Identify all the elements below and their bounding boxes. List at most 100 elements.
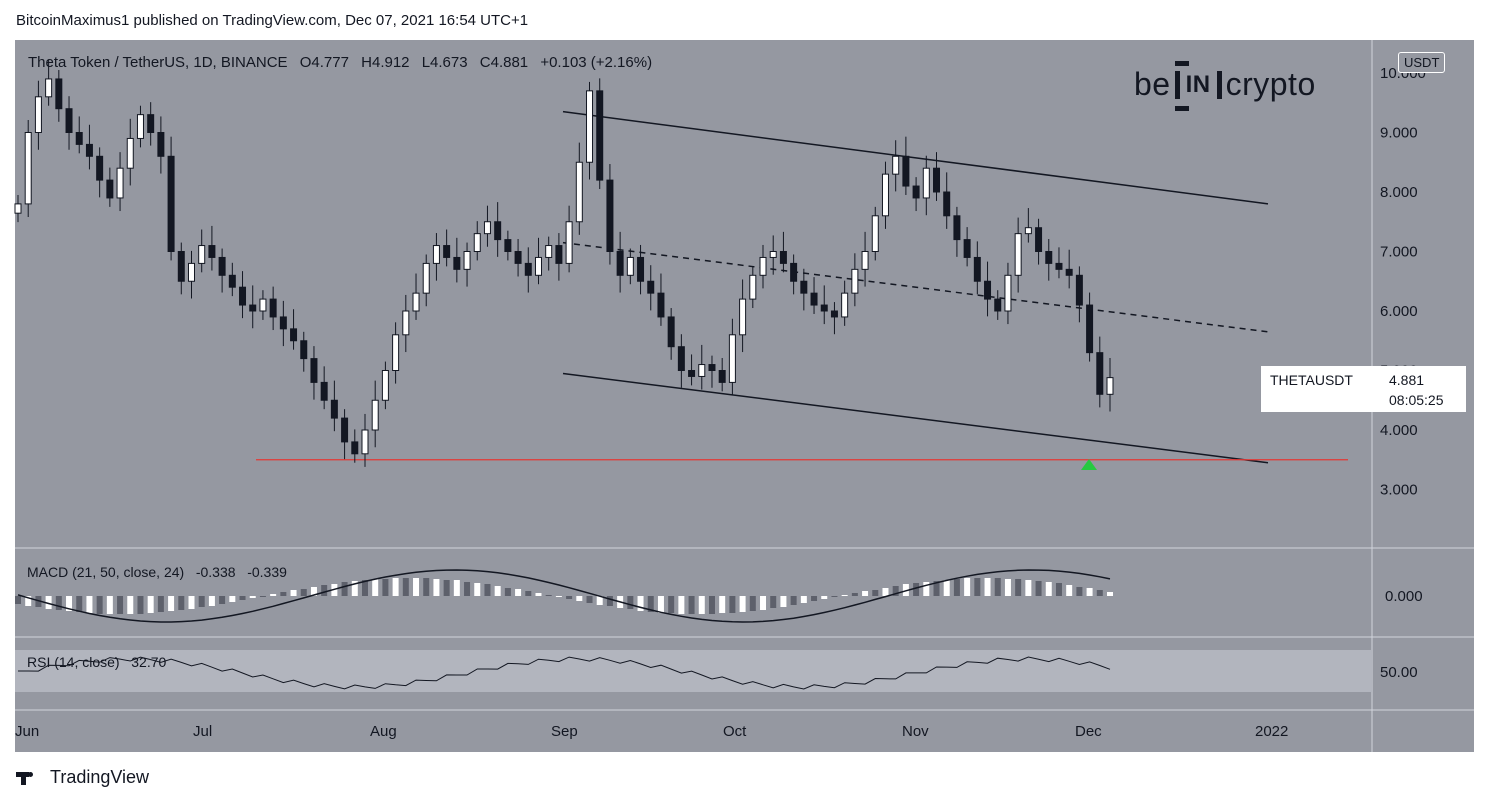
candle-body [1055, 262, 1063, 270]
candle-body [167, 155, 175, 252]
macd-histogram-bar [392, 578, 399, 596]
candle-body [708, 364, 716, 371]
candle-body [1106, 377, 1114, 395]
candle-body [759, 256, 767, 276]
macd-histogram-bar [943, 580, 950, 596]
candle-body [412, 292, 420, 312]
candle-body [75, 132, 83, 145]
macd-histogram-bar [147, 596, 154, 613]
x-tick-label: Jul [193, 723, 212, 740]
publish-line: BitcoinMaximus1 published on TradingView… [16, 12, 529, 29]
candle-body [718, 370, 726, 383]
candle-body [606, 179, 614, 253]
candle-body [810, 292, 818, 306]
candle-body [728, 334, 736, 383]
x-tick-label: Dec [1075, 723, 1102, 740]
macd-histogram-bar [964, 578, 971, 596]
macd-histogram-bar [45, 596, 52, 609]
candle-body [249, 304, 257, 312]
legend-low-label: L [421, 54, 431, 71]
candle-body [504, 239, 512, 253]
candle-body [1096, 352, 1104, 395]
macd-histogram-bar [668, 596, 675, 613]
macd-histogram-bar [566, 596, 573, 599]
candle-body [933, 167, 941, 193]
candle-body [575, 161, 583, 223]
macd-histogram-bar [1096, 590, 1103, 596]
candle-body [269, 298, 277, 318]
candle-body [341, 417, 349, 443]
macd-histogram-bar [86, 596, 93, 613]
candle-body [953, 215, 961, 241]
candle-body [739, 298, 747, 336]
macd-histogram-bar [933, 581, 940, 596]
logo-right: crypto [1225, 66, 1316, 102]
candle-body [483, 221, 491, 235]
macd-histogram-bar [96, 596, 103, 614]
macd-histogram-bar [678, 596, 685, 614]
macd-histogram-bar [1107, 592, 1113, 596]
legend-close: 4.881 [490, 54, 529, 71]
candle-body [65, 108, 73, 133]
macd-histogram-bar [576, 596, 583, 601]
rsi-pane: 50.00 [15, 650, 1418, 692]
macd-histogram-bar [994, 578, 1001, 596]
macd-histogram-bar [923, 582, 930, 596]
rsi-legend: RSI (14, close) 32.70 [27, 654, 166, 670]
macd-histogram-bar [239, 596, 246, 600]
macd-histogram-bar [321, 585, 328, 596]
macd-histogram-bar [208, 596, 215, 606]
currency-button[interactable]: USDT [1398, 52, 1446, 73]
macd-histogram-bar [780, 596, 787, 607]
candle-body [841, 292, 849, 318]
candle-body [443, 245, 451, 258]
legend-open-label: O [299, 54, 312, 71]
legend-change: +0.103 (+2.16%) [540, 54, 653, 71]
macd-histogram-bar [770, 596, 777, 608]
macd-histogram-bar [953, 579, 960, 596]
y-tick-label: 4.000 [1380, 422, 1418, 439]
candle-body [912, 185, 920, 199]
bounce-arrow [1081, 459, 1097, 470]
x-tick-label: 2022 [1255, 723, 1288, 740]
candle-body [136, 114, 144, 139]
macd-histogram-bar [382, 579, 389, 596]
macd-histogram-bar [423, 578, 430, 596]
candle-body [902, 155, 910, 187]
candle-body [565, 221, 573, 264]
candle-body [259, 298, 267, 312]
candle-body [14, 203, 22, 214]
macd-histogram-bar [586, 596, 593, 603]
candle-body [147, 114, 155, 134]
rsi-line [18, 656, 1111, 690]
legend-symbol: Theta Token / TetherUS, 1D, BINANCE [28, 54, 288, 71]
macd-histogram-bar [280, 592, 287, 596]
macd-histogram-bar [974, 578, 981, 596]
y-tick-label: 3.000 [1380, 482, 1418, 499]
macd-histogram-bar [821, 596, 828, 599]
macd-histogram-bar [15, 596, 21, 604]
macd-histogram-bar [698, 596, 705, 614]
macd-histogram-bar [76, 596, 83, 612]
candle-body [361, 429, 369, 455]
candle-body [779, 251, 787, 264]
macd-histogram-bar [862, 591, 869, 596]
candle-body [626, 256, 634, 276]
y-tick-label: 7.000 [1380, 244, 1418, 261]
candle-body [453, 256, 461, 270]
candle-body [524, 262, 532, 276]
macd-histogram-bar [892, 586, 899, 596]
candle-body [371, 399, 379, 431]
candle-body [1035, 227, 1043, 252]
macd-histogram-bar [106, 596, 113, 614]
macd-histogram-bar [474, 583, 481, 596]
candle-body [85, 143, 93, 157]
candle-body [96, 155, 104, 181]
macd-histogram-bar [719, 596, 726, 613]
candle-body [402, 310, 410, 336]
y-tick-label: 6.000 [1380, 303, 1418, 320]
macd-histogram-bar [1055, 583, 1062, 596]
legend-open: 4.777 [311, 54, 349, 71]
candle-body [218, 256, 226, 276]
